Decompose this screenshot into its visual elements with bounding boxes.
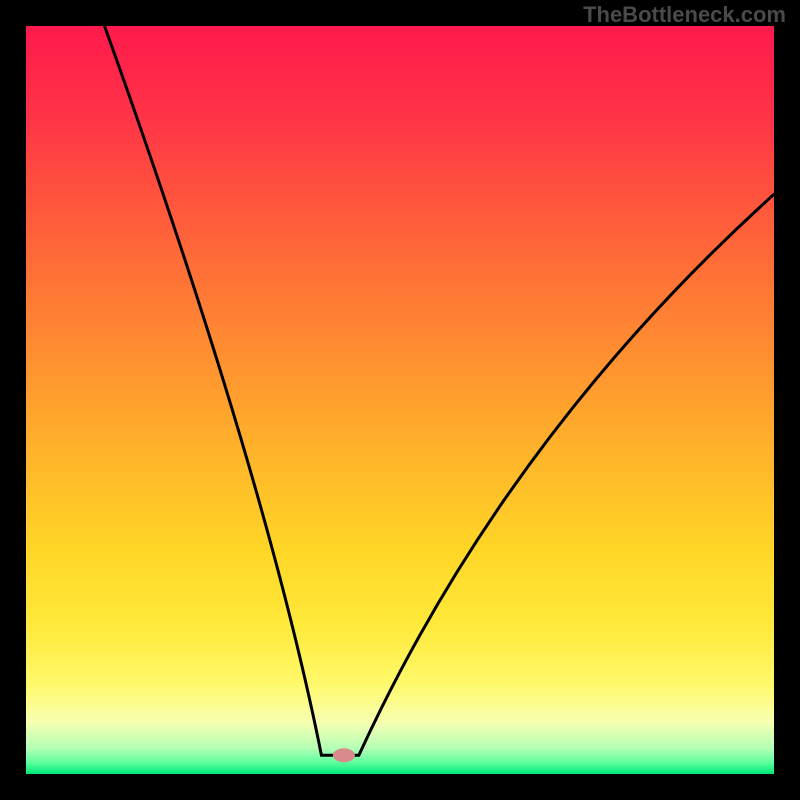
curve-layer — [0, 0, 800, 800]
watermark-text: TheBottleneck.com — [583, 2, 786, 28]
minimum-marker — [333, 748, 355, 762]
bottleneck-curve — [105, 26, 774, 755]
